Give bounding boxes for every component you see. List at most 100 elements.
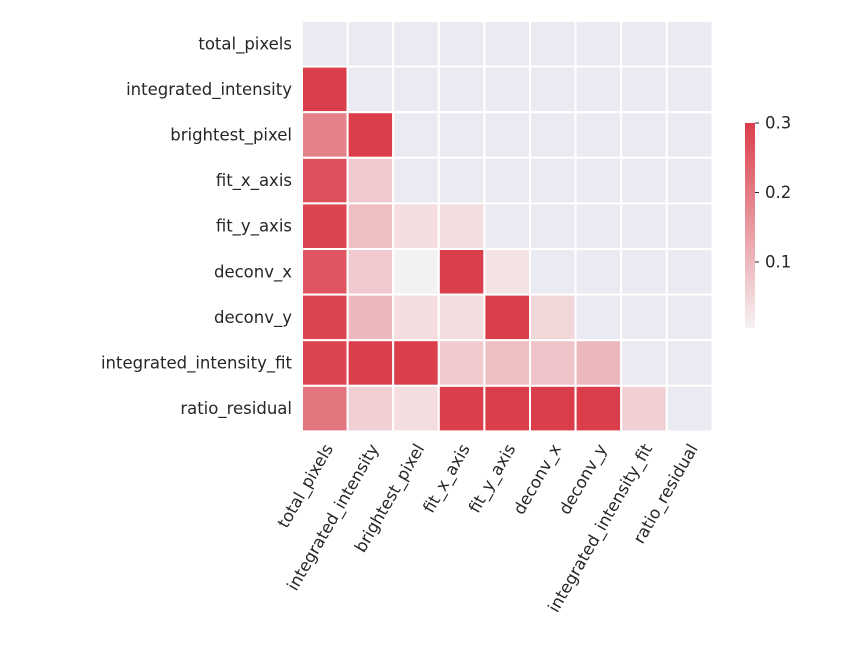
row-labels: total_pixels integrated_intensity brightes…	[101, 34, 293, 419]
heatmap-cell-masked	[392, 156, 440, 205]
colorbar-gradient	[745, 123, 755, 328]
row-label: fit_y_axis	[216, 217, 292, 237]
heatmap-cell-masked	[665, 293, 714, 342]
heatmap-cell-masked	[620, 202, 668, 250]
heatmap-cell-masked	[392, 111, 440, 159]
heatmap-cell-masked	[574, 20, 623, 68]
heatmap-cell	[574, 339, 623, 387]
heatmap-cell-masked	[529, 156, 577, 205]
heatmap-cell-masked	[437, 111, 486, 159]
colorbar: 0.1 0.2 0.3	[745, 114, 791, 328]
heatmap-cell-masked	[620, 20, 668, 68]
heatmap-cell	[301, 111, 349, 159]
heatmap-cell-masked	[620, 339, 668, 387]
heatmap-cell	[301, 156, 349, 205]
heatmap-cell-masked	[665, 248, 714, 296]
heatmap-cell	[437, 202, 486, 250]
heatmap-cell	[346, 339, 395, 387]
heatmap-cell-masked	[574, 248, 623, 296]
column-labels: total_pixelsintegrated_intensitybrightes…	[274, 440, 703, 616]
heatmap-cell-masked	[665, 20, 714, 68]
heatmap-cell-masked	[529, 248, 577, 296]
heatmap-cell	[437, 384, 486, 433]
heatmap-cell-masked	[392, 20, 440, 68]
heatmap-cell-masked	[529, 65, 577, 114]
heatmap-cell	[574, 384, 623, 433]
heatmap-cell	[346, 111, 395, 159]
row-label: integrated_intensity_fit	[101, 354, 293, 374]
heatmap-cell-masked	[529, 202, 577, 250]
heatmap-cell	[437, 248, 486, 296]
heatmap-cell	[392, 202, 440, 250]
heatmap-cell-masked	[301, 20, 349, 68]
heatmap-cell	[301, 65, 349, 114]
heatmap-cell	[483, 384, 531, 433]
heatmap-cell-masked	[574, 111, 623, 159]
heatmap-cell-masked	[665, 156, 714, 205]
heatmap-cell-masked	[574, 293, 623, 342]
heatmap-cell	[529, 339, 577, 387]
heatmap-cell-masked	[665, 65, 714, 114]
heatmap-cell-masked	[574, 65, 623, 114]
heatmap-cell-masked	[483, 111, 531, 159]
heatmap-cell-masked	[529, 20, 577, 68]
heatmap-cell	[346, 248, 395, 296]
heatmap-cell-masked	[346, 65, 395, 114]
row-label: integrated_intensity	[126, 80, 292, 100]
heatmap-cell-masked	[620, 65, 668, 114]
heatmap-cell-masked	[665, 202, 714, 250]
heatmap-cell-masked	[620, 248, 668, 296]
heatmap-cell	[346, 384, 395, 433]
heatmap-cell	[620, 384, 668, 433]
heatmap-cell	[529, 384, 577, 433]
colorbar-tick-label: 0.2	[765, 183, 791, 202]
heatmap-cell-masked	[392, 65, 440, 114]
heatmap-cell	[301, 339, 349, 387]
heatmap-cell	[483, 293, 531, 342]
row-label: fit_x_axis	[216, 171, 292, 191]
heatmap-cell	[346, 293, 395, 342]
heatmap-cell-masked	[437, 20, 486, 68]
heatmap-cell-masked	[665, 384, 714, 433]
heatmap-cell	[301, 202, 349, 250]
heatmap-cell	[392, 293, 440, 342]
heatmap-cells	[301, 20, 714, 433]
heatmap-cell	[301, 248, 349, 296]
heatmap-cell-masked	[665, 111, 714, 159]
heatmap-cell-masked	[574, 156, 623, 205]
heatmap-cell-masked	[620, 293, 668, 342]
heatmap-cell-masked	[483, 65, 531, 114]
heatmap-cell-masked	[620, 111, 668, 159]
row-label: deconv_x	[214, 262, 292, 282]
heatmap-cell	[301, 384, 349, 433]
row-label: deconv_y	[214, 308, 292, 328]
heatmap-cell	[392, 339, 440, 387]
heatmap-cell-masked	[529, 111, 577, 159]
heatmap-cell-masked	[620, 156, 668, 205]
heatmap-cell-masked	[437, 65, 486, 114]
colorbar-ticks: 0.1 0.2 0.3	[755, 114, 791, 271]
heatmap-cell-masked	[574, 202, 623, 250]
colorbar-tick-label: 0.1	[765, 252, 791, 271]
heatmap-cell	[301, 293, 349, 342]
heatmap-cell	[392, 384, 440, 433]
heatmap-cell-masked	[665, 339, 714, 387]
colorbar-tick-label: 0.3	[765, 114, 791, 133]
heatmap-cell	[529, 293, 577, 342]
row-label: total_pixels	[198, 34, 292, 54]
heatmap-cell	[392, 248, 440, 296]
heatmap-cell	[483, 248, 531, 296]
heatmap-cell	[346, 156, 395, 205]
heatmap-cell-masked	[483, 156, 531, 205]
heatmap-cell	[437, 339, 486, 387]
heatmap-cell-masked	[437, 156, 486, 205]
heatmap-cell	[437, 293, 486, 342]
heatmap-cell-masked	[346, 20, 395, 68]
heatmap-cell-masked	[483, 20, 531, 68]
row-label: ratio_residual	[180, 399, 292, 419]
row-label: brightest_pixel	[170, 126, 292, 146]
heatmap-cell	[483, 339, 531, 387]
heatmap-cell-masked	[483, 202, 531, 250]
heatmap-cell	[346, 202, 395, 250]
